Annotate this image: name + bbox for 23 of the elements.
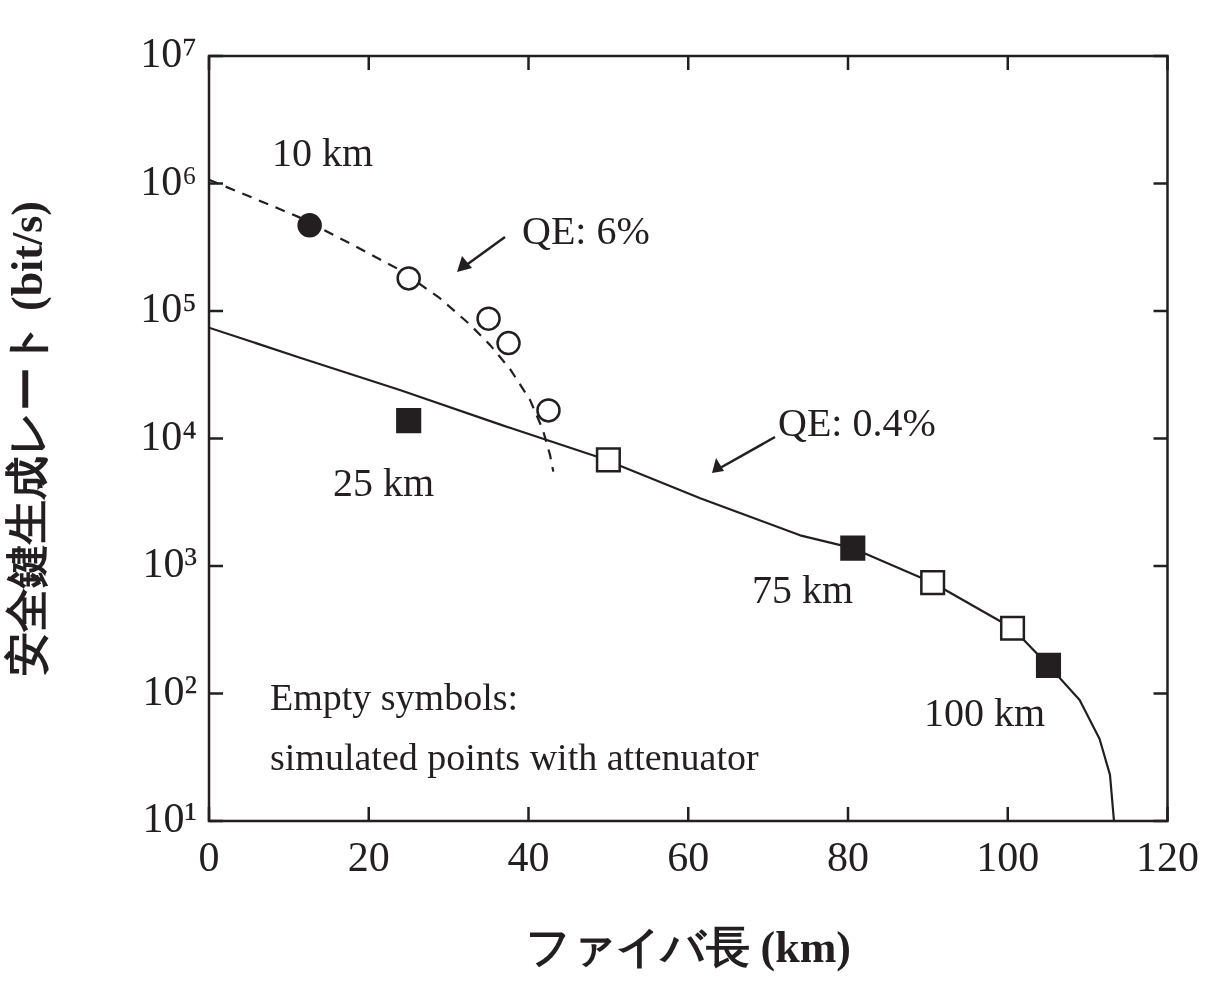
annotation: QE: 6% (522, 207, 650, 253)
y-tick-label: 10⁵ (140, 285, 197, 332)
annotation: QE: 0.4% (778, 399, 936, 445)
annotation: Empty symbols: simulated points with attenuator (270, 675, 759, 778)
y-tick-label: 10³ (142, 540, 197, 587)
annotation: 100 km (924, 689, 1046, 735)
y-tick-label: 10¹ (142, 795, 197, 842)
x-tick-label: 60 (667, 834, 710, 881)
x-tick-label: 100 (976, 834, 1040, 881)
y-tick-label: 10⁴ (140, 412, 197, 459)
y-tick-label: 10⁶ (140, 157, 197, 204)
annotation: 25 km (333, 459, 435, 505)
x-tick-label: 80 (827, 834, 869, 881)
x-axis-title: ファイバ長 (km) (525, 922, 851, 972)
y-tick-label: 10⁷ (140, 30, 197, 77)
x-tick-label: 0 (198, 834, 220, 881)
x-tick-label: 40 (507, 834, 550, 881)
x-tick-label: 120 (1136, 834, 1199, 881)
annotation: 75 km (752, 566, 854, 612)
x-tick-label: 20 (347, 834, 390, 881)
y-axis-title: 安全鍵生成レート (bit/s) (2, 201, 52, 676)
annotation: 10 km (272, 129, 374, 175)
y-tick-label: 10² (142, 667, 197, 714)
